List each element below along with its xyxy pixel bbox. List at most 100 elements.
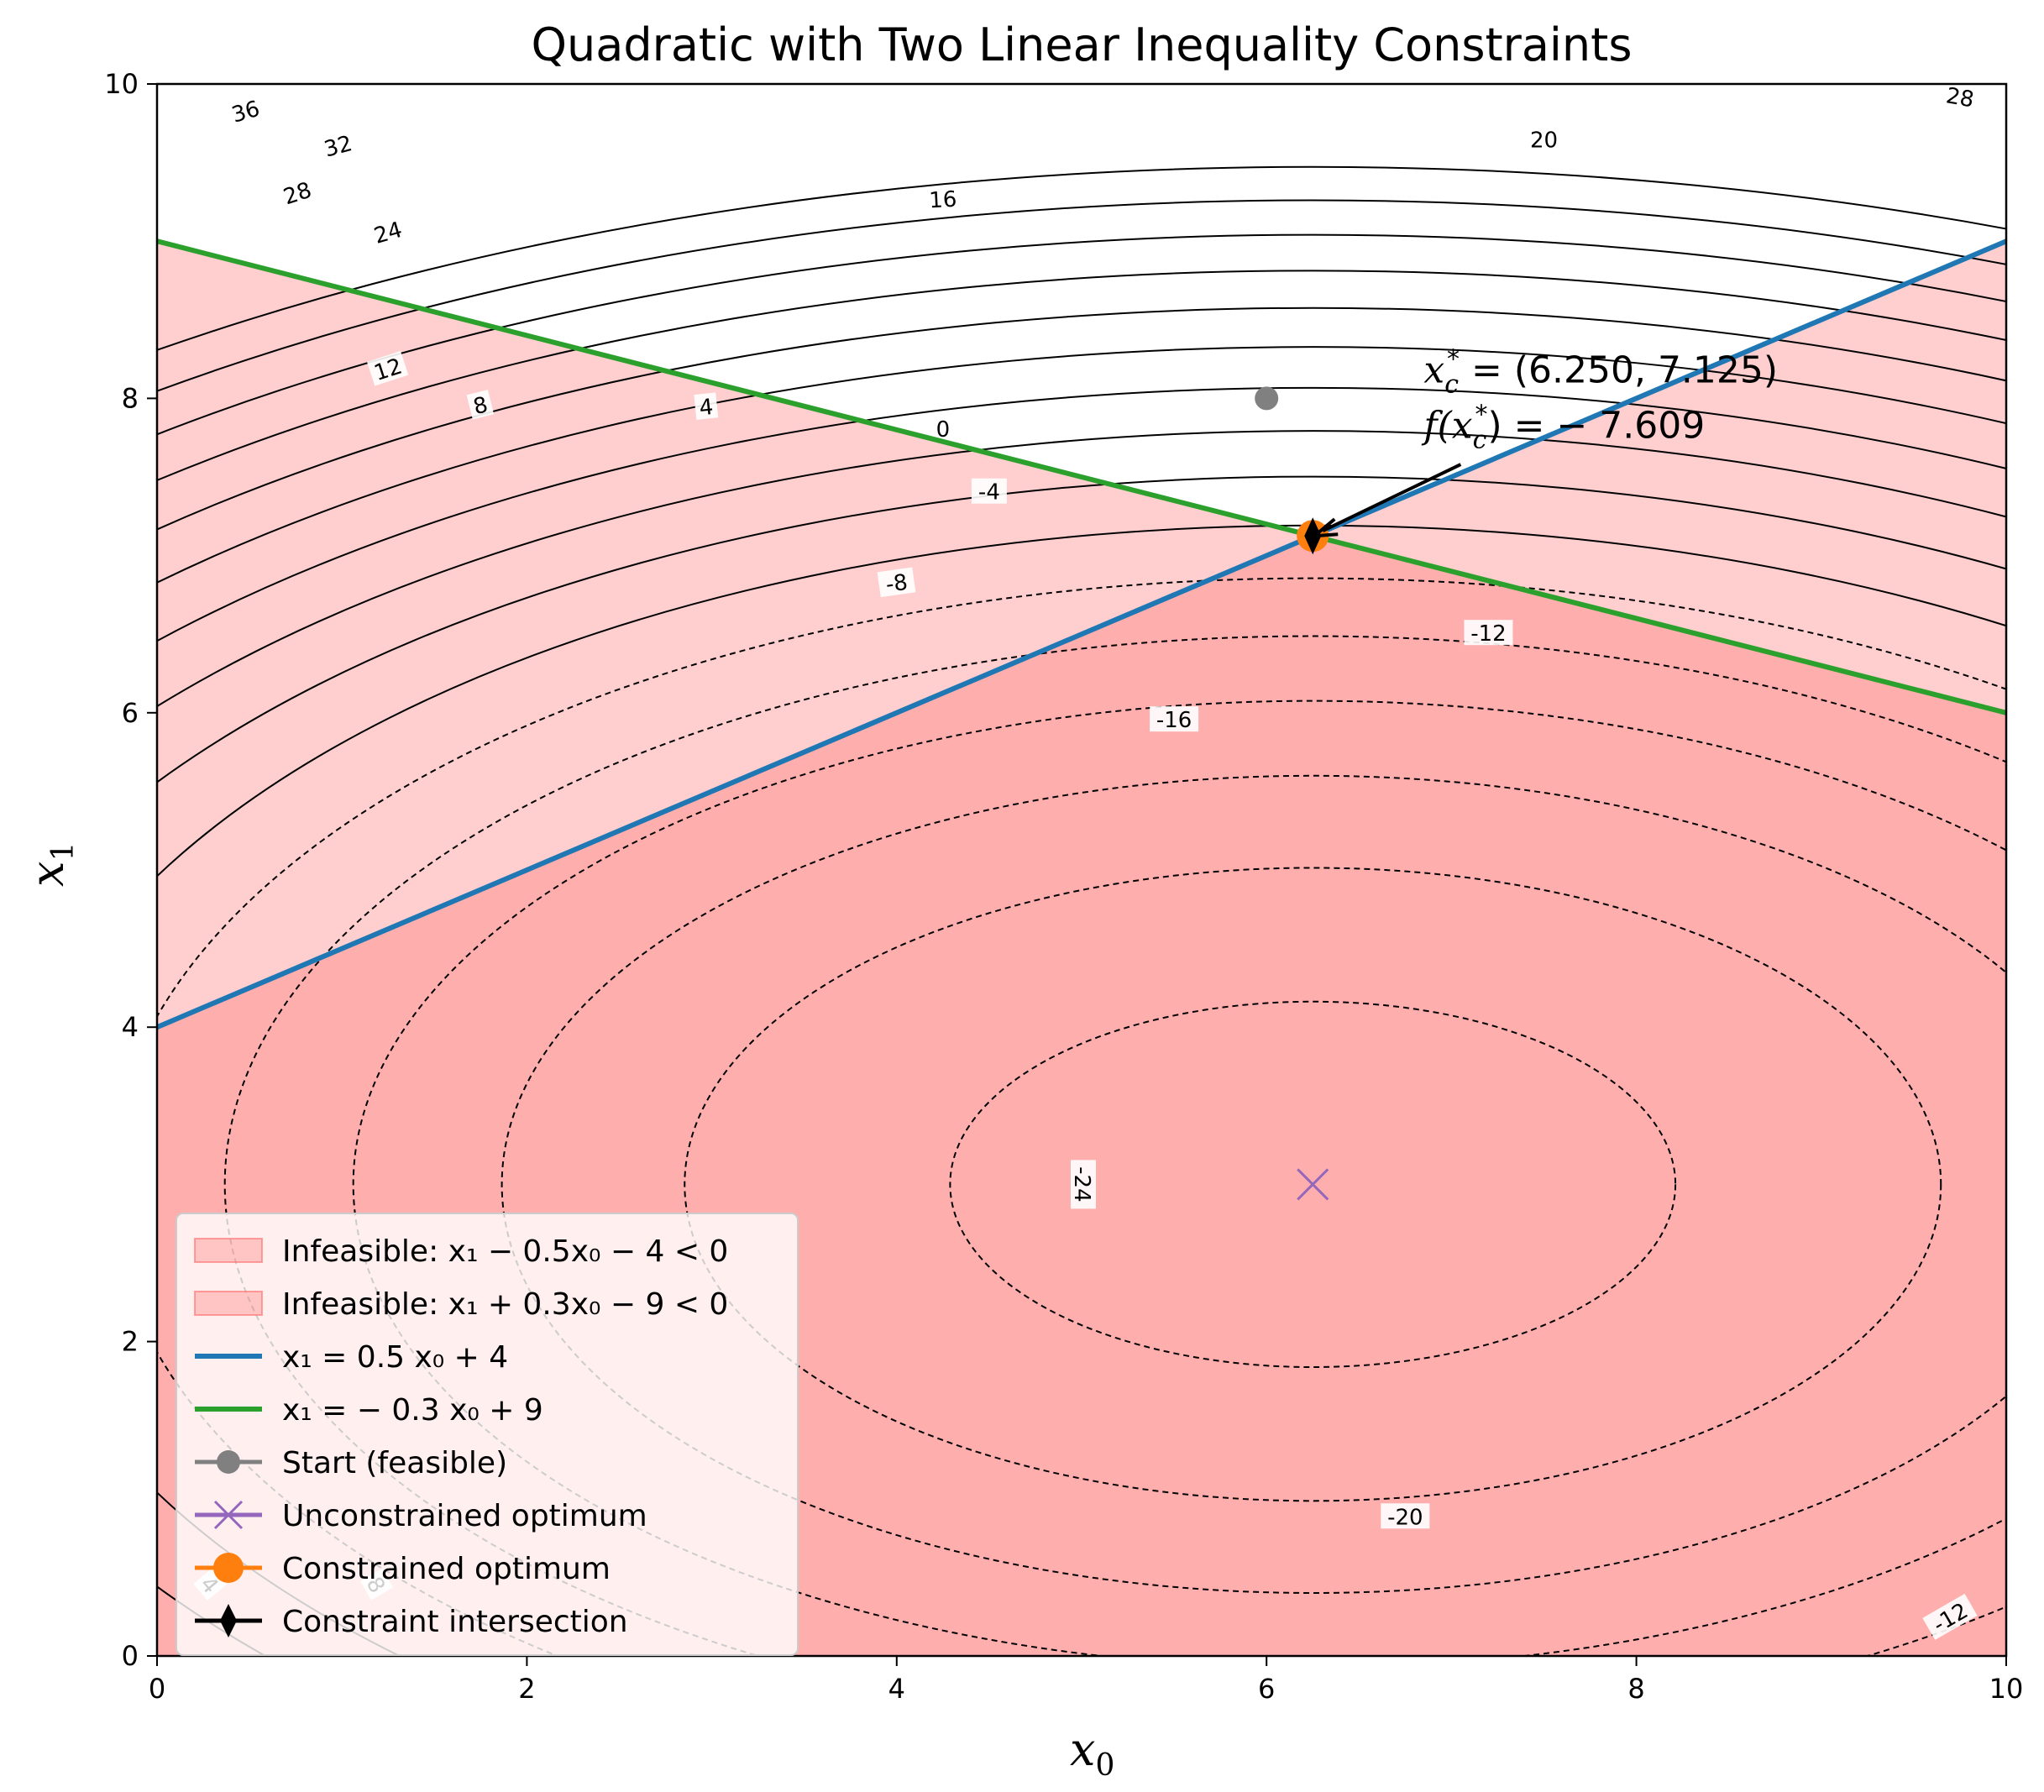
contour-label: 0 (936, 417, 951, 443)
contour-label-bg (1381, 1503, 1430, 1529)
contour-label: -20 (1387, 1505, 1423, 1530)
contour-level-neg12 (353, 700, 2006, 1656)
contour-label-group: 24 (367, 214, 409, 249)
contour-label-bg (224, 93, 266, 128)
annotation-arrow-shaft (1322, 463, 1462, 533)
contour-label: -24 (1069, 1166, 1094, 1202)
contour-level-neg20 (684, 867, 1942, 1502)
legend-marker-diamond (220, 1604, 237, 1637)
contour-label-bg (276, 175, 318, 210)
contour-label-group: 8 (466, 390, 495, 420)
contour-level-4 (157, 475, 2006, 1656)
contour-label: 16 (929, 187, 958, 214)
contour-label-bg (367, 351, 409, 386)
contour-level-neg4 (157, 577, 2006, 1656)
legend-marker-x (213, 1500, 244, 1530)
contour-label: -16 (1156, 708, 1192, 733)
contour-level-neg16 (501, 774, 2006, 1594)
contour-level-12 (157, 387, 2006, 642)
contour-label-group: 36 (224, 93, 266, 128)
contour-level-8 (157, 430, 2006, 708)
constraint-line-2 (157, 238, 2006, 715)
x-tick-label: 6 (1258, 1673, 1275, 1705)
contour-label-group: 4 (694, 392, 719, 421)
legend-label: Infeasible: x₁ − 0.5x₀ − 4 < 0 (282, 1234, 728, 1269)
legend-label: Constraint intersection (282, 1605, 628, 1639)
annotation-arrow-head (1313, 517, 1339, 538)
contour-label-bg (971, 478, 1007, 504)
y-tick-label: 10 (104, 68, 139, 100)
contour-label-group: -16 (1150, 706, 1199, 733)
y-tick-label: 4 (122, 1011, 139, 1043)
contour-label-bg (1941, 81, 1980, 113)
contour-label-bg (931, 415, 954, 441)
contour-label-group: 28 (1941, 81, 1980, 113)
legend-marker-circle (213, 1553, 244, 1583)
plot-frame (155, 82, 2008, 1658)
contour-label-bg (1071, 1160, 1096, 1209)
legend-patch (194, 1238, 263, 1263)
marker-points (1255, 386, 1329, 1201)
contour-level-20 (157, 307, 2006, 531)
y-tick-label: 8 (122, 382, 139, 414)
x-tick-label: 0 (149, 1673, 165, 1705)
contour-label-bg (924, 185, 962, 212)
contour-level-32 (157, 199, 2006, 393)
contour-level-16 (157, 346, 2006, 584)
contour-label-bg (1922, 1593, 1978, 1640)
y-tick-label: 6 (122, 697, 139, 729)
contour-label: -4 (978, 480, 1000, 506)
contour-label-bg (877, 567, 916, 598)
y-tick-label: 2 (122, 1326, 139, 1358)
contour-label: 28 (1944, 83, 1976, 113)
contour-label-group: 12 (367, 351, 409, 386)
contour-label: -12 (1470, 621, 1506, 647)
contour-label: 20 (1530, 128, 1558, 153)
contour-label-group: 0 (931, 415, 954, 443)
contour-level-24 (157, 270, 2006, 482)
contour-label-bg (1464, 620, 1513, 646)
y-axis-label: x1 (21, 842, 81, 887)
contour-label: -8 (884, 570, 909, 598)
contour-label-bg (466, 390, 495, 420)
x-tick-label: 4 (888, 1673, 905, 1705)
legend-label: Start (feasible) (282, 1446, 507, 1480)
contour-label-bg (1150, 706, 1199, 732)
legend-label: x₁ = − 0.3 x₀ + 9 (282, 1393, 543, 1428)
contour-label-group: -24 (1069, 1160, 1096, 1209)
constraint-intersection-marker (1304, 517, 1322, 555)
legend: Infeasible: x₁ − 0.5x₀ − 4 < 0 Infeasible… (176, 1213, 799, 1656)
contour-label-group: 16 (924, 185, 962, 214)
contour-label-bg (1526, 126, 1562, 152)
x-tick-label: 8 (1627, 1673, 1644, 1705)
contour-label-group: -4 (971, 478, 1007, 506)
constraint-line-1 (157, 238, 2006, 1030)
legend-box (176, 1213, 799, 1656)
legend-marker-circle (217, 1450, 240, 1474)
legend-label: Infeasible: x₁ + 0.3x₀ − 9 < 0 (282, 1287, 728, 1322)
unconstrained-optimum-marker (1297, 1168, 1329, 1201)
contour-label-group: 20 (1526, 126, 1562, 153)
contour-label: 8 (471, 392, 490, 420)
legend-label: Constrained optimum (282, 1552, 611, 1586)
contour-label-bg (367, 214, 409, 249)
contour-level-neg24 (949, 1000, 1677, 1369)
contour-label-bg (694, 392, 719, 420)
constraint-lines (157, 238, 2006, 1030)
contour-label-bg (317, 128, 359, 162)
legend-patch (194, 1291, 263, 1316)
y-tick-label: 0 (122, 1640, 139, 1672)
legend-label: Unconstrained optimum (282, 1499, 647, 1533)
optimum-annotation: xc* = (6.250, 7.125)f(xc*) = − 7.609 (1313, 345, 1778, 538)
contour-level-neg8 (224, 635, 2006, 1656)
contour-level-28 (157, 233, 2006, 436)
annotation-line-2: f(xc*) = − 7.609 (1421, 401, 1705, 455)
x-tick-label: 10 (1989, 1673, 2024, 1705)
x-tick-label: 2 (518, 1673, 535, 1705)
start-point (1255, 386, 1279, 411)
chart-title: Quadratic with Two Linear Inequality Con… (532, 18, 1633, 71)
contour-label-group: -8 (877, 567, 916, 598)
legend-label: x₁ = 0.5 x₀ + 4 (282, 1340, 508, 1375)
